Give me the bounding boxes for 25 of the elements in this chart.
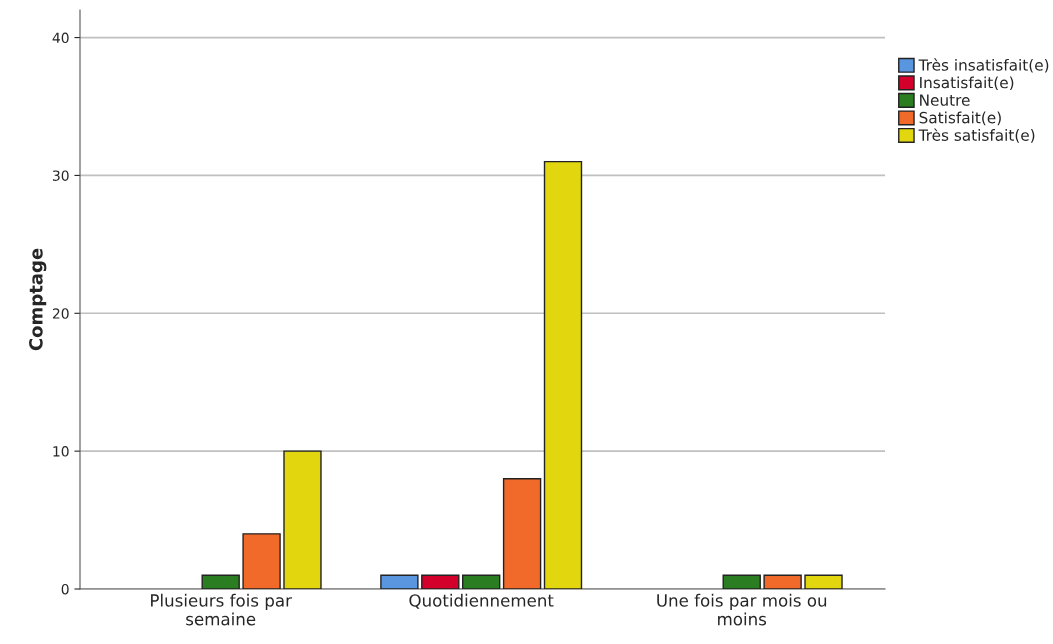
bar: [462, 574, 501, 589]
bar: [201, 574, 240, 589]
bar: [242, 533, 281, 589]
x-tick-label: Une fois par mois ou moins: [657, 593, 827, 626]
legend-label: Satisfait(e): [919, 111, 1001, 126]
legend-label: Très satisfait(e): [918, 128, 1035, 143]
bar: [722, 574, 761, 589]
y-tick-label: 0: [61, 583, 69, 595]
bar: [763, 574, 802, 589]
legend-label: Neutre: [920, 94, 970, 106]
bar: [543, 160, 583, 589]
x-tick-label: Quotidiennement: [409, 593, 554, 609]
bar: [804, 574, 843, 589]
x-tick-label: Plusieurs fois par semaine: [151, 593, 292, 626]
legend-label: Très insatisfait(e): [918, 58, 1049, 73]
y-tick-label: 40: [52, 32, 69, 44]
y-tick-label: 30: [52, 170, 69, 181]
y-axis-title: Comptage: [29, 248, 47, 351]
bar: [502, 478, 542, 589]
legend-label: Insatisfait(e): [920, 76, 1014, 91]
y-tick-label: 20: [52, 308, 69, 319]
y-tick-label: 10: [53, 446, 69, 457]
bar: [380, 574, 419, 589]
bar: [283, 450, 322, 589]
bar: [421, 574, 460, 589]
